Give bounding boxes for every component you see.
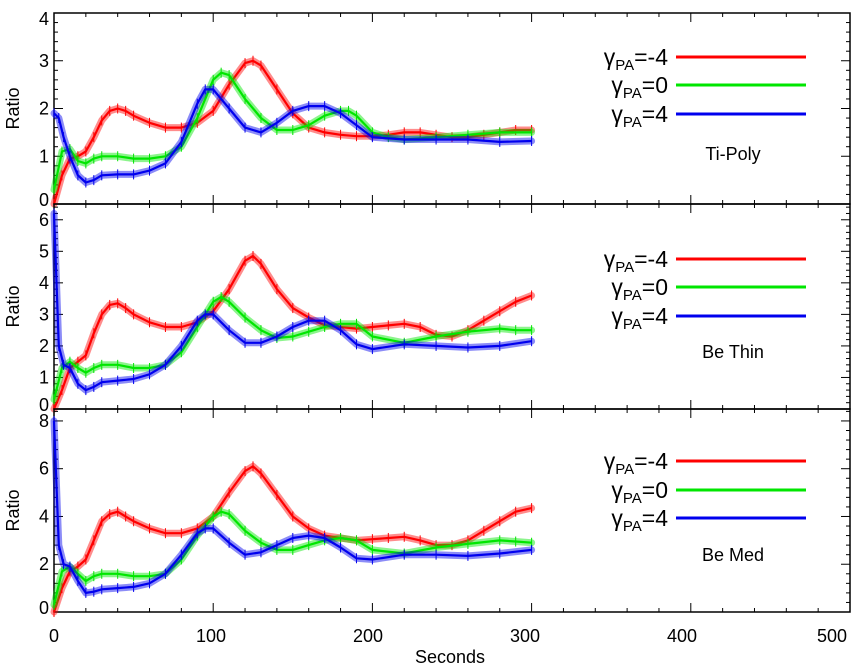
series (50, 84, 536, 188)
legend-label: γPA=4 (611, 505, 668, 535)
y-tick-label: 6 (39, 459, 49, 479)
series-line (52, 71, 532, 190)
plot-frame (53, 408, 851, 613)
y-tick-label: 8 (39, 411, 49, 431)
legend-label: γPA=0 (611, 274, 668, 304)
y-axis-title: Ratio (3, 87, 23, 129)
y-tick-label: 2 (39, 336, 49, 356)
x-tick-label: 100 (196, 626, 226, 646)
series-band (50, 417, 536, 597)
y-tick-label: 2 (39, 99, 49, 119)
y-tick-label: 4 (39, 506, 49, 526)
y-tick-label: 3 (39, 51, 49, 71)
y-tick-label: 0 (39, 395, 49, 415)
x-tick-label: 300 (510, 626, 540, 646)
panel-label: Ti-Poly (705, 144, 760, 164)
y-tick-label: 4 (39, 9, 49, 29)
legend-label: γPA=0 (611, 72, 668, 102)
x-axis: 0 100 200 300 400 500 Seconds (49, 626, 847, 667)
y-tick-label: 3 (39, 304, 49, 324)
plot-frame (53, 203, 851, 410)
legend-label: γPA=0 (611, 477, 668, 507)
plot-frame (53, 12, 851, 205)
x-tick-label: 500 (817, 626, 847, 646)
y-tick-label: 6 (39, 210, 49, 230)
y-tick-label: 0 (39, 598, 49, 618)
x-tick-label: 400 (667, 626, 697, 646)
x-tick-label: 0 (49, 626, 59, 646)
legend-label: γPA=-4 (604, 448, 668, 478)
legend-label: γPA=4 (611, 303, 668, 333)
series (50, 208, 536, 396)
y-tick-label: 1 (39, 146, 49, 166)
y-tick-label: 0 (39, 190, 49, 210)
y-tick-label: 4 (39, 273, 49, 293)
legend-label: γPA=4 (611, 101, 668, 131)
x-tick-label: 200 (353, 626, 383, 646)
y-tick-label: 1 (39, 367, 49, 387)
chart-panels: 01234RatioγPA=-4γPA=0γPA=4Ti-Poly0123456… (3, 9, 851, 618)
legend-label: γPA=-4 (604, 44, 668, 74)
x-axis-title: Seconds (415, 647, 485, 667)
y-axis-title: Ratio (3, 285, 23, 327)
y-tick-label: 5 (39, 241, 49, 261)
panel-label: Be Thin (702, 342, 764, 362)
series-line (52, 420, 532, 594)
panel-label: Be Med (702, 545, 764, 565)
y-axis-title: Ratio (3, 489, 23, 531)
y-tick-label: 2 (39, 554, 49, 574)
legend-label: γPA=-4 (604, 246, 668, 276)
series (50, 415, 536, 598)
